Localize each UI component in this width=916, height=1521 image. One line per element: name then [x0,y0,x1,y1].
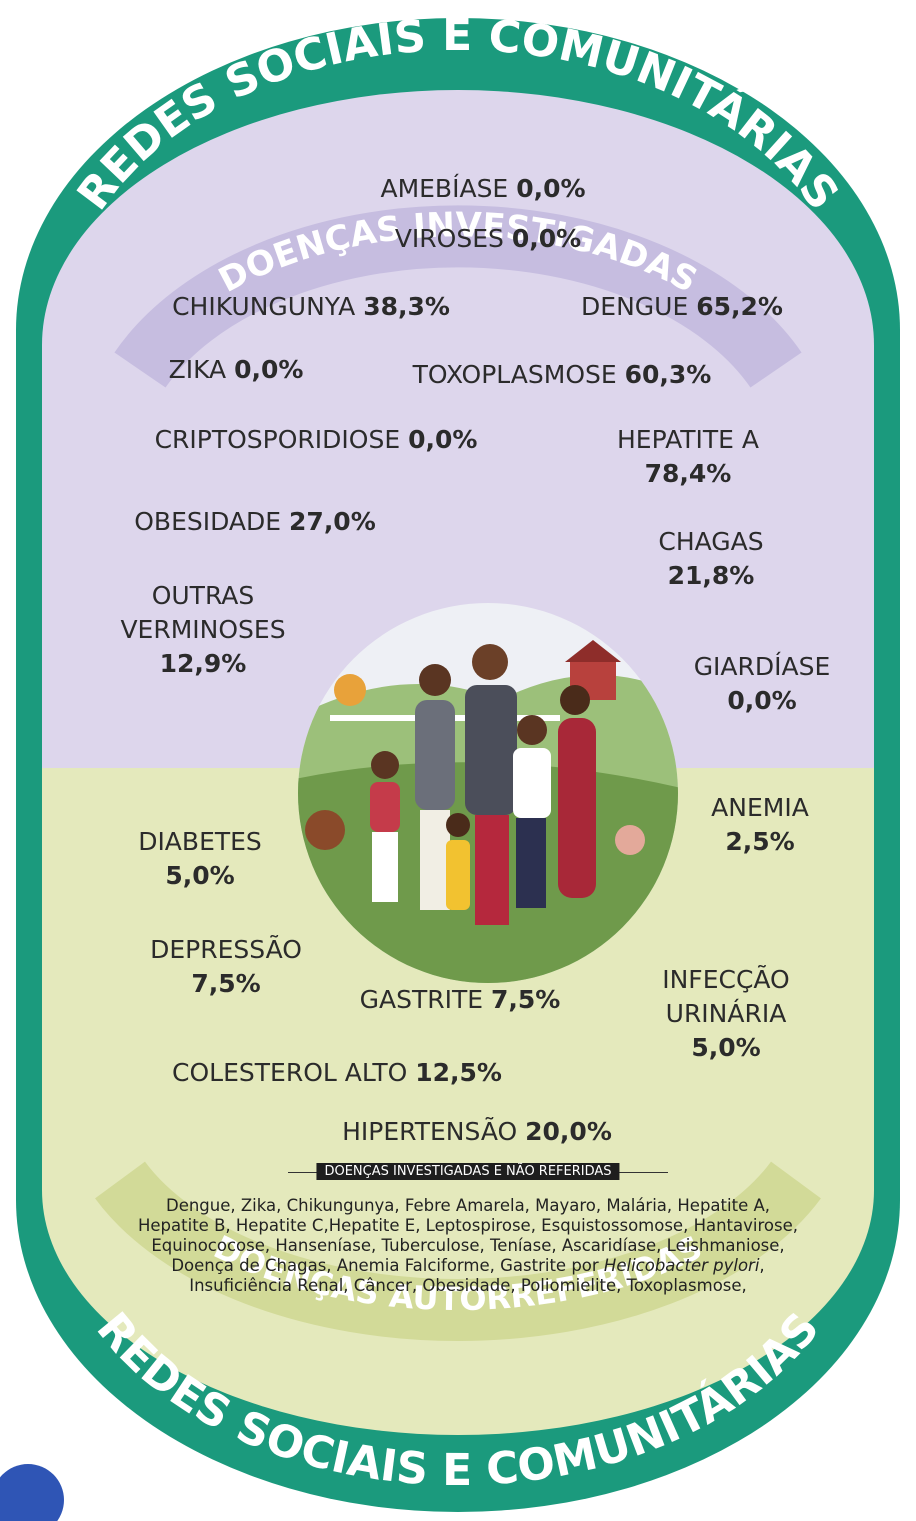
disease-name: CHIKUNGUNYA [172,292,356,321]
disease-item: CHAGAS 21,8% [611,525,811,593]
disease-value: 12,5% [415,1058,502,1087]
disease-value: 12,9% [159,649,247,678]
disease-value: 2,5% [725,827,795,856]
disease-value: 0,0% [234,355,304,384]
disease-item: TOXOPLASMOSE 60,3% [413,358,712,392]
disease-value: 60,3% [624,360,712,389]
disease-value: 27,0% [289,507,376,536]
disease-value: 38,3% [363,292,450,321]
disease-item: DEPRESSÃO 7,5% [111,933,341,1001]
disease-name: AMEBÍASE [380,174,509,203]
disease-item: GIARDÍASE 0,0% [662,650,862,718]
disease-value: 7,5% [191,969,261,998]
disease-name: DIABETES [138,827,262,856]
disease-value: 20,0% [525,1117,612,1146]
disease-value: 0,0% [727,686,797,715]
disease-name: TOXOPLASMOSE [412,360,617,389]
disease-item: VIROSES 0,0% [395,222,581,256]
note-title: DOENÇAS INVESTIGADAS E NÃO REFERIDAS [316,1163,620,1180]
disease-name: GASTRITE [359,985,484,1014]
disease-value: 7,5% [491,985,561,1014]
disease-item: DENGUE 65,2% [581,290,783,324]
disease-item: GASTRITE 7,5% [360,983,561,1017]
disease-name: VIROSES [394,224,504,253]
disease-value: 0,0% [408,425,478,454]
disease-name: CHAGAS [658,527,764,556]
blob [0,1464,64,1521]
note-italic: Helicobacter pylori [603,1256,760,1275]
disease-item: CHIKUNGUNYA 38,3% [172,290,450,324]
disease-item: INFECÇÃO URINÁRIA 5,0% [626,963,826,1065]
disease-item: DIABETES 5,0% [100,825,300,893]
disease-item: COLESTEROL ALTO 12,5% [172,1056,502,1090]
disease-name: INFECÇÃO URINÁRIA [662,965,790,1028]
note: Dengue, Zika, Chikungunya, Febre Amarela… [128,1196,808,1296]
disease-name: DENGUE [581,292,689,321]
disease-item: HIPERTENSÃO 20,0% [342,1115,612,1149]
disease-name: COLESTEROL ALTO [172,1058,408,1087]
disease-value: 78,4% [644,459,732,488]
illustration [298,603,678,983]
disease-value: 5,0% [165,861,235,890]
disease-name: ZIKA [168,355,227,384]
disease-value: 21,8% [667,561,755,590]
disease-name: ANEMIA [711,793,809,822]
disease-value: 5,0% [691,1033,761,1062]
disease-name: GIARDÍASE [693,652,831,681]
note-text: Dengue, Zika, Chikungunya, Febre Amarela… [138,1196,798,1275]
disease-item: HEPATITE A 78,4% [568,423,808,491]
disease-value: 0,0% [511,224,582,253]
disease-item: CRIPTOSPORIDIOSE 0,0% [155,423,478,457]
disease-name: OBESIDADE [134,507,282,536]
disease-item: ANEMIA 2,5% [660,791,860,859]
disease-item: OUTRAS VERMINOSES 12,9% [88,579,318,681]
disease-name: DEPRESSÃO [150,935,302,964]
disease-item: AMEBÍASE 0,0% [380,172,585,206]
disease-name: HIPERTENSÃO [342,1117,518,1146]
disease-item: OBESIDADE 27,0% [134,505,376,539]
disease-value: 0,0% [516,174,586,203]
disease-item: ZIKA 0,0% [169,353,304,387]
disease-name: HEPATITE A [617,425,759,454]
note-text: , Insuficiência Renal, Câncer, Obesidade… [189,1256,765,1295]
disease-name: OUTRAS VERMINOSES [120,581,286,644]
disease-name: CRIPTOSPORIDIOSE [154,425,401,454]
disease-value: 65,2% [696,292,783,321]
